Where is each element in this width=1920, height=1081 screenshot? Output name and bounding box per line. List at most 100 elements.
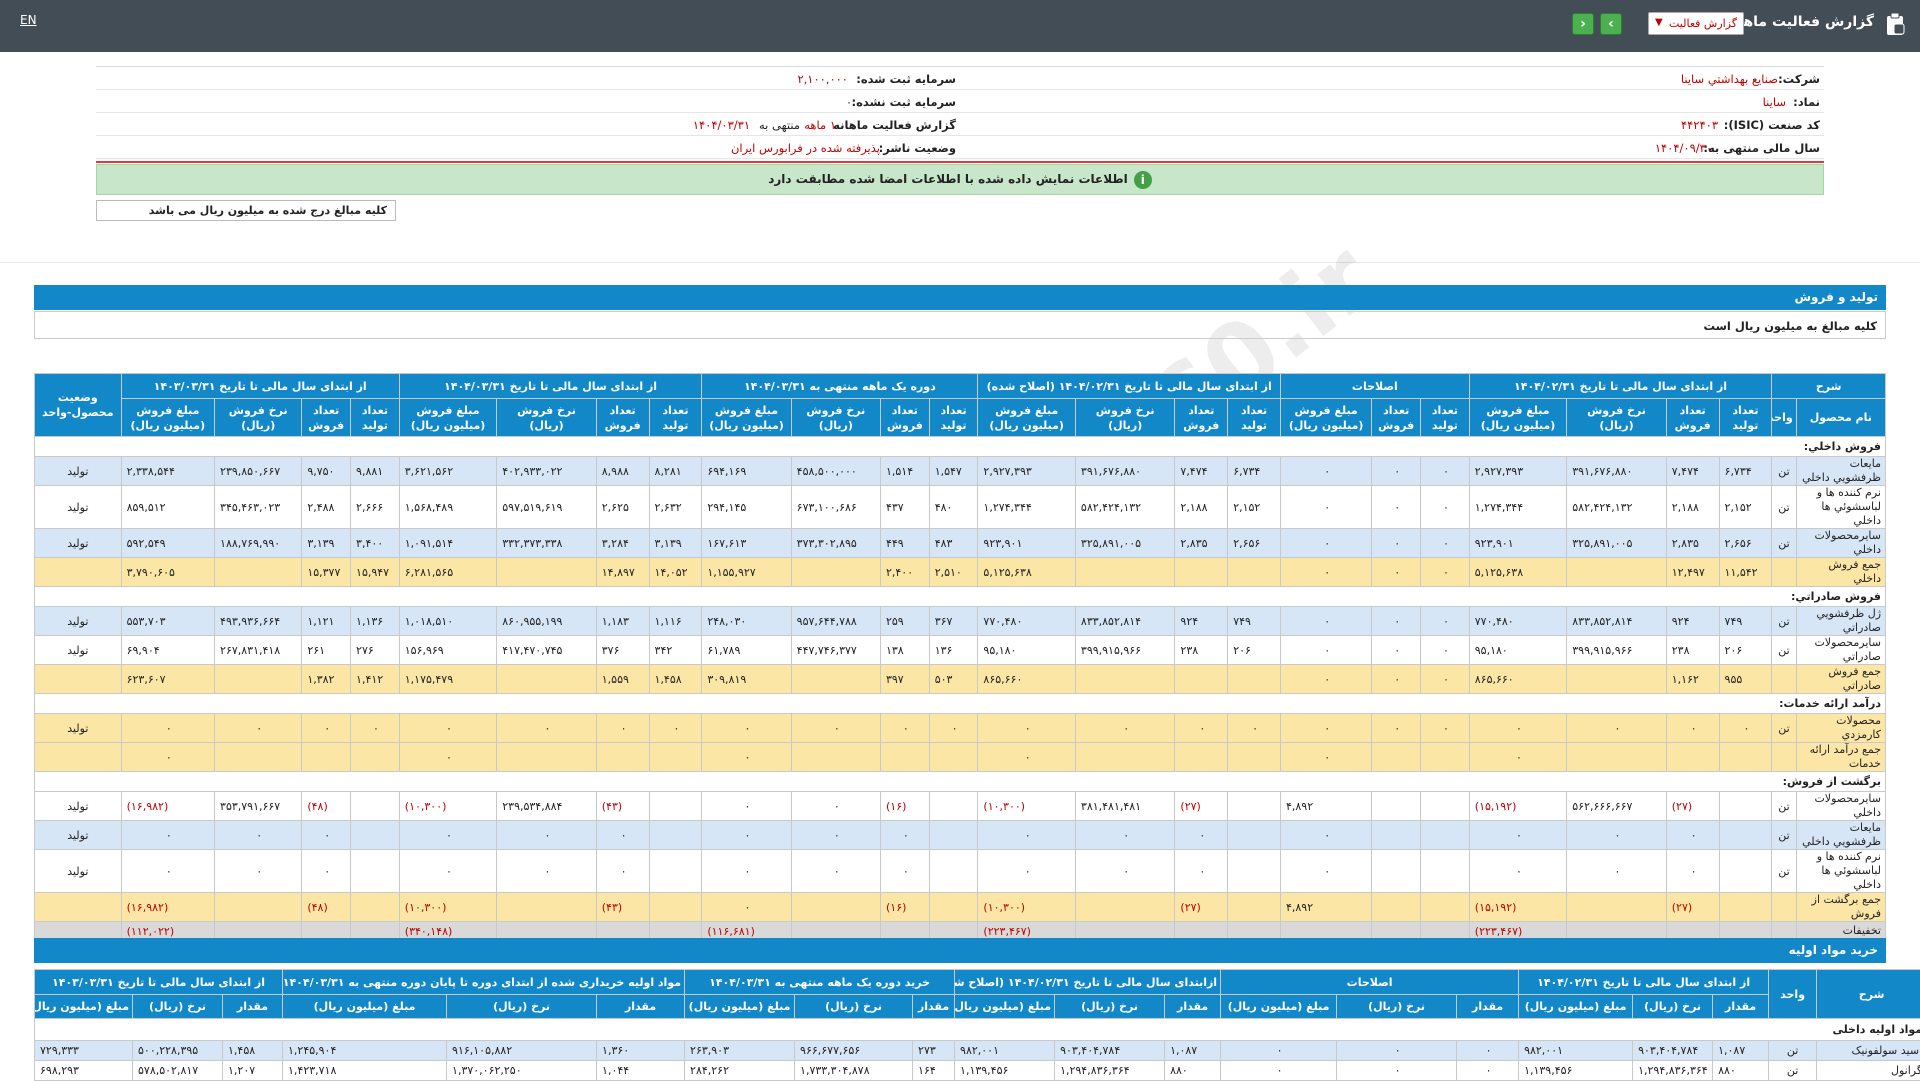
status-value: پذیرفته شده در فرابورس ایران [731,141,880,155]
isic-value: ۴۴۲۴۰۳ [1681,118,1718,132]
value-cell: ۲,۱۸۸ [1175,486,1228,529]
next-button[interactable]: › [1600,13,1622,35]
status-cell [35,665,122,694]
language-toggle[interactable]: EN [20,13,37,27]
value-cell: ۰ [880,821,929,850]
value-cell: ۱۳۶ [929,636,978,665]
value-cell: ۰ [702,792,791,821]
value-cell [1228,558,1281,587]
report-type-value: گزارش فعالیت [1669,17,1737,30]
value-cell [929,743,978,772]
value-cell: ۴۸۳ [929,529,978,558]
value-cell: ۰ [1280,457,1371,486]
column-header: تعداد تولید [649,399,702,437]
value-cell: ۰ [1228,714,1281,743]
column-header: تعداد فروش [880,399,929,437]
value-cell [215,743,302,772]
report-period-value: ۱ ماهه [804,118,836,132]
column-header: نرخ (ریال) [1337,995,1457,1019]
value-cell: ۹۱۶,۱۰۵,۸۸۲ [447,1041,597,1061]
value-cell: ۰ [1421,486,1470,529]
value-cell: ۳,۲۸۴ [596,529,649,558]
group-header: خرید دوره یک ماهه منتهی به ۱۴۰۴/۰۳/۳۱ [685,970,955,995]
chevron-left-icon: ‹ [1580,16,1586,32]
column-header: تعداد فروش [1372,399,1421,437]
value-cell: ۳,۱۳۹ [649,529,702,558]
value-cell: ۰ [880,850,929,893]
value-cell: ۲,۸۳۵ [1666,529,1719,558]
value-cell: ۵۷۸,۵۰۲,۸۱۷ [133,1061,223,1081]
value-cell: ۳۹۹,۹۱۵,۹۶۶ [1567,636,1666,665]
unit-cell [1772,893,1796,922]
value-cell: (۱۰,۳۰۰) [399,893,497,922]
value-cell: ۲۴۸,۰۳۰ [702,607,791,636]
value-cell: ۰ [1280,850,1371,893]
value-cell: ۱۲,۴۹۷ [1666,558,1719,587]
value-cell [1372,893,1421,922]
value-cell: ۲۰۶ [1719,636,1772,665]
column-header: مبلغ (میلیون ریال) [283,995,447,1019]
value-cell [1228,792,1281,821]
value-cell: ۰ [1372,607,1421,636]
column-header: نرخ (ریال) [447,995,597,1019]
value-cell: (۴۳) [596,792,649,821]
status-cell: تولید [35,486,122,529]
value-cell: ۳۲۵,۸۹۱,۰۰۵ [1567,529,1666,558]
value-cell: ۴۵۸,۵۰۰,۰۰۰ [791,457,880,486]
value-cell: (۴۳) [596,893,649,922]
unit-cell: تن [1772,821,1796,850]
value-cell: ۰ [1469,850,1567,893]
value-cell [1075,665,1174,694]
value-cell [497,558,596,587]
row-label: گرانول [1817,1061,1920,1081]
previous-button[interactable]: ‹ [1572,13,1594,35]
row-label: سايرمحصولات داخلي [1796,792,1885,821]
divider [0,262,1920,263]
company-value[interactable]: صنایع بهداشتي ساینا [1681,72,1778,86]
row-label: سايرمحصولات داخلي [1796,529,1885,558]
group-header: از ابتدای سال مالی تا تاریخ ۱۴۰۳/۰۳/۳۱ [121,374,399,399]
isic-label: کد صنعت (ISIC): [1724,118,1820,132]
value-cell: ۲۷۶ [351,636,400,665]
value-cell [351,821,400,850]
value-cell: ۱,۳۶۰ [597,1041,685,1061]
column-header: نرخ (ریال) [1055,995,1165,1019]
value-cell: ۶,۷۳۴ [1719,457,1772,486]
value-cell: ۰ [978,743,1076,772]
value-cell: ۴۹۳,۹۳۶,۶۶۴ [215,607,302,636]
group-header: از ابتدای سال مالی تا تاریخ ۱۴۰۴/۰۲/۳۱ (… [978,374,1281,399]
value-cell: ۲,۶۵۶ [1719,529,1772,558]
value-cell: ۰ [1221,1041,1337,1061]
value-cell [1567,558,1666,587]
value-cell: ۵۰۳ [929,665,978,694]
clipboard-icon [1884,12,1906,36]
value-cell: ۹۸۲,۰۰۱ [955,1041,1055,1061]
value-cell: ۲,۴۸۸ [302,486,351,529]
value-cell: ۰ [1372,714,1421,743]
value-cell: ۱۵,۹۴۷ [351,558,400,587]
value-cell: ۱۶۷,۶۱۳ [702,529,791,558]
value-cell: ۶۲۳,۶۰۷ [121,665,214,694]
value-cell: ۱,۱۳۹,۴۵۶ [955,1061,1055,1081]
column-header: نرخ (ریال) [795,995,913,1019]
report-type-select[interactable]: گزارش فعالیت▼ [1648,12,1744,35]
value-cell: ۲,۹۲۷,۳۹۳ [978,457,1076,486]
row-label: جمع درآمد ارائه خدمات [1796,743,1885,772]
group-header: اصلاحات [1221,970,1519,995]
symbol-value[interactable]: ساینا [1763,95,1786,109]
value-cell: ۶۹,۹۰۴ [121,636,214,665]
report-label: گزارش فعالیت ماهانه [833,118,956,132]
value-cell: ۲۳۹,۵۳۴,۸۸۴ [497,792,596,821]
value-cell: ۹۵۵ [1719,665,1772,694]
capital-value: ۲,۱۰۰,۰۰۰ [797,72,848,86]
value-cell: ۱۴,۸۹۷ [596,558,649,587]
row-label: جمع برگشت از فروش [1796,893,1885,922]
value-cell: ۳۹۱,۶۷۶,۸۸۰ [1075,457,1174,486]
value-cell: (۱۶) [880,792,929,821]
value-cell: ۰ [497,850,596,893]
value-cell: ۰ [1421,665,1470,694]
unit-cell: تن [1769,1041,1817,1061]
